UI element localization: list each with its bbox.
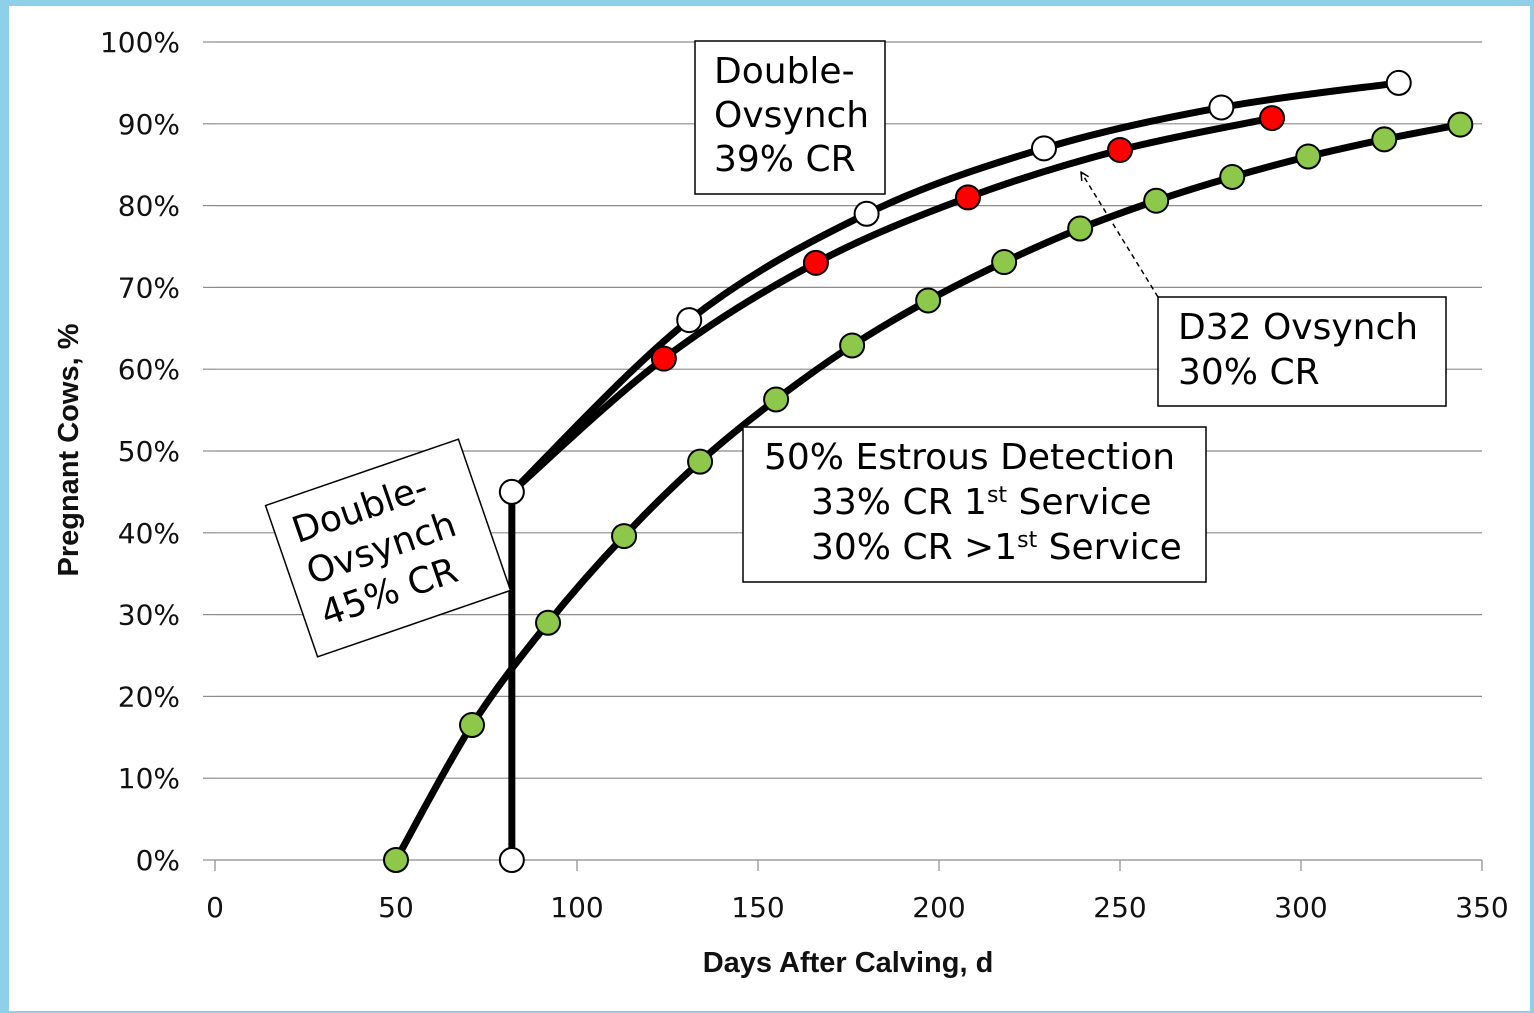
data-point-green (1371, 126, 1398, 153)
data-point-green (459, 712, 486, 739)
annotation-box (742, 426, 1207, 583)
y-tick-label: 90% (118, 108, 180, 141)
y-tick-label: 30% (118, 599, 180, 632)
x-tick-label: 350 (1455, 891, 1508, 924)
x-tick-labels: 0 50 100 150 200 250 300 350 (206, 891, 1509, 924)
y-tick-label: 70% (118, 271, 180, 304)
x-tick-label: 300 (1274, 891, 1327, 924)
x-tick-label: 0 (206, 891, 224, 924)
annotation-text: Service (1007, 482, 1152, 523)
annotation-arrow (1081, 172, 1159, 298)
x-tick-label: 200 (912, 891, 965, 924)
annotation-double-ovsynch-45: Double- Ovsynch 45% CR (264, 438, 512, 658)
y-axis-title: Pregnant Cows, % (53, 323, 85, 576)
x-tick-label: 150 (731, 891, 784, 924)
annotation-double-ovsynch-39: Double- Ovsynch 39% CR (694, 40, 886, 195)
data-point-green (1067, 215, 1094, 242)
annotation-line: 39% CR (714, 139, 856, 180)
data-point-green (915, 287, 942, 314)
annotation-line: 30% CR >1st Service (811, 527, 1182, 568)
data-point-green (1143, 187, 1170, 214)
data-point-white (676, 307, 703, 334)
data-point-white (498, 478, 525, 505)
data-point-green (1295, 143, 1322, 170)
data-point-green (839, 332, 866, 359)
annotation-line: 50% Estrous Detection (764, 437, 1175, 478)
annotation-line: Ovsynch (714, 95, 869, 136)
annotation-box (694, 40, 886, 195)
data-point-green (1447, 111, 1474, 138)
data-point-red (650, 345, 677, 372)
data-point-white (498, 847, 525, 873)
y-tick-label: 80% (118, 190, 180, 223)
data-point-white (1208, 94, 1235, 121)
annotation-line: Double- (714, 51, 855, 92)
axes (203, 41, 1483, 871)
y-tick-labels: 0% 10% 20% 30% 40% 50% 60% 70% 80% 90% 100% (100, 26, 180, 877)
x-axis-title: Days After Calving, d (703, 947, 994, 979)
annotation-box (264, 438, 512, 658)
data-point-white (1385, 69, 1412, 96)
data-point-red (802, 249, 829, 276)
data-point-green (535, 609, 562, 636)
y-tick-label: 40% (118, 517, 180, 550)
annotation-estrous-detection: 50% Estrous Detection 33% CR 1st Service… (742, 426, 1207, 583)
annotation-d32-ovsynch: D32 Ovsynch 30% CR (1081, 172, 1447, 407)
x-tick-label: 250 (1093, 891, 1146, 924)
data-point-green (611, 523, 638, 550)
data-point-white (1030, 135, 1057, 162)
annotation-box (1157, 296, 1447, 407)
annotation-line: 33% CR 1st Service (811, 482, 1152, 523)
annotation-text: Service (1037, 527, 1182, 568)
y-tick-label: 10% (118, 762, 180, 795)
annotation-text: 33% CR 1 (811, 482, 987, 523)
data-point-red (1107, 136, 1133, 163)
data-point-green (687, 448, 714, 475)
data-point-red (954, 184, 981, 211)
y-tick-label: 60% (118, 353, 180, 386)
x-tick-label: 50 (378, 891, 414, 924)
data-point-green (1219, 163, 1246, 190)
data-point-green (991, 249, 1018, 276)
annotation-text: 30% CR >1 (811, 527, 1017, 568)
y-tick-label: 100% (100, 26, 180, 59)
x-tick-label: 100 (550, 891, 603, 924)
data-point-white (853, 200, 880, 227)
annotation-line: D32 Ovsynch (1178, 307, 1418, 348)
series-markers (383, 69, 1474, 873)
annotation-superscript: st (1017, 528, 1037, 553)
annotation-line: 30% CR (1178, 352, 1320, 393)
data-point-green (763, 386, 790, 413)
data-point-green (383, 847, 409, 873)
y-tick-label: 20% (118, 680, 180, 713)
y-tick-label: 0% (136, 844, 180, 877)
series-line-double-ovsynch (508, 79, 1403, 496)
annotation-superscript: st (987, 483, 1007, 508)
data-point-red (1259, 105, 1286, 132)
y-tick-label: 50% (118, 435, 180, 468)
